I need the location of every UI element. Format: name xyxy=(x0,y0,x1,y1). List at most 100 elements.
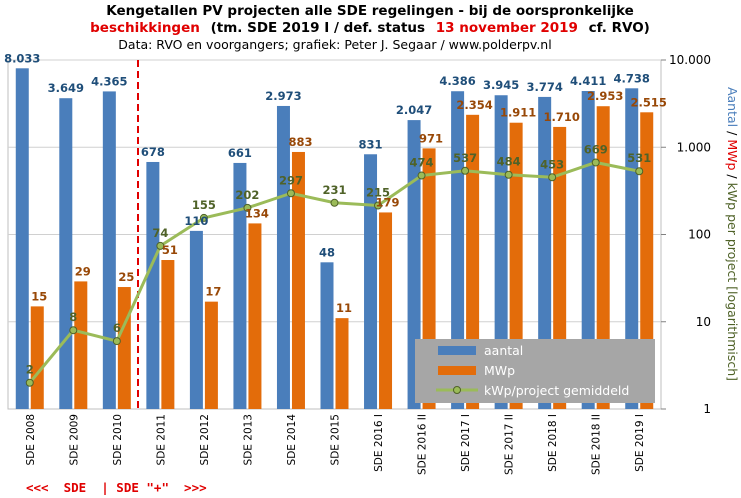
bar-mwp xyxy=(30,306,44,409)
data-label-mwp: 1.911 xyxy=(500,106,536,120)
x-category-label: SDE 2016 II xyxy=(417,414,429,475)
data-label-kwp: 6 xyxy=(113,321,121,335)
kwp-point xyxy=(417,171,426,180)
data-label-mwp: 1.710 xyxy=(543,110,579,124)
bar-mwp xyxy=(74,281,88,409)
x-category-label: SDE 2014 xyxy=(286,414,298,466)
bar-mwp xyxy=(640,112,654,409)
data-label-aantal: 48 xyxy=(319,245,335,259)
bar-aantal xyxy=(59,98,73,410)
bar-mwp xyxy=(509,122,523,409)
data-label-aantal: 4.738 xyxy=(614,71,650,85)
era-label: <<< SDE | SDE "+" >>> xyxy=(26,480,207,495)
data-label-aantal: 2.047 xyxy=(396,103,432,117)
kwp-line-series xyxy=(25,158,644,387)
data-label-aantal: 678 xyxy=(141,145,165,159)
data-label-aantal: 110 xyxy=(184,214,208,228)
y-axis-title: Aantal / MWp / kWp per project [logarith… xyxy=(725,87,740,381)
x-category-label: SDE 2018 II xyxy=(591,414,603,475)
gridlines xyxy=(8,59,661,323)
data-label-kwp: 74 xyxy=(152,226,168,240)
bar-aantal xyxy=(233,162,247,409)
data-label-aantal: 2.973 xyxy=(265,89,301,103)
bars xyxy=(15,68,654,410)
x-category-label: SDE 2009 xyxy=(68,414,80,465)
chart-subtitle: Data: RVO en voorgangers; grafiek: Peter… xyxy=(118,37,551,52)
bar-aantal xyxy=(581,91,595,409)
bar-aantal xyxy=(407,120,421,409)
data-label-kwp: 484 xyxy=(497,155,521,169)
data-label-kwp: 474 xyxy=(410,156,434,170)
x-category-label: SDE 2018 I xyxy=(547,414,559,472)
kwp-point xyxy=(112,337,121,346)
data-label-mwp: 2.354 xyxy=(456,98,492,112)
kwp-point xyxy=(635,167,644,176)
data-label-aantal: 4.411 xyxy=(570,74,606,88)
kwp-point xyxy=(461,166,470,175)
bar-aantal xyxy=(364,154,378,409)
legend-label-kwp: kWp/project gemiddeld xyxy=(484,383,629,398)
y-axis-ticks: 1 10 100 1.000 10.000 xyxy=(661,53,711,416)
data-label-kwp: 8 xyxy=(69,310,77,324)
y-tick-label: 1.000 xyxy=(677,140,711,154)
data-label-aantal: 8.033 xyxy=(4,51,40,65)
bar-mwp xyxy=(466,114,480,410)
kwp-point xyxy=(199,213,208,222)
kwp-point xyxy=(374,201,383,210)
y-tick-label: 1 xyxy=(703,402,711,416)
data-label-mwp: 971 xyxy=(419,131,443,145)
data-label-aantal: 4.386 xyxy=(439,74,475,88)
data-label-kwp: 537 xyxy=(453,151,477,165)
y-axis-title-sep2: / xyxy=(725,174,740,182)
data-label-kwp: 215 xyxy=(366,185,390,199)
data-label-mwp: 15 xyxy=(31,289,47,303)
legend-swatch-kwp-marker xyxy=(453,386,461,394)
data-label-mwp: 11 xyxy=(336,301,352,315)
y-axis-title-kwp: kWp per project [logarithmisch] xyxy=(725,183,740,381)
chart-title-status: (tm. SDE 2019 I / def. status xyxy=(211,20,425,36)
y-tick-label: 10 xyxy=(696,315,711,329)
bar-mwp xyxy=(161,260,175,409)
bar-aantal xyxy=(320,262,334,409)
data-label-mwp: 25 xyxy=(118,270,134,284)
y-tick-label: 10.000 xyxy=(669,53,711,67)
x-category-label: SDE 2008 xyxy=(25,414,37,465)
bar-aantal xyxy=(146,161,160,409)
data-label-aantal: 3.649 xyxy=(48,81,84,95)
y-axis-title-aantal: Aantal xyxy=(725,87,740,127)
legend-label-aantal: aantal xyxy=(484,343,523,358)
data-label-aantal: 4.365 xyxy=(91,74,127,88)
bar-aantal xyxy=(276,105,290,409)
chart-title-source: cf. RVO) xyxy=(589,20,650,36)
x-category-label: SDE 2010 xyxy=(112,414,124,465)
x-category-label: SDE 2013 xyxy=(242,414,254,465)
data-label-mwp: 17 xyxy=(205,285,221,299)
kwp-point xyxy=(286,189,295,198)
data-label-mwp: 2.515 xyxy=(631,95,667,109)
data-label-mwp: 29 xyxy=(75,264,91,278)
chart-title-date: 13 november 2019 xyxy=(436,20,578,36)
bar-mwp xyxy=(335,318,349,409)
legend: aantal MWp kWp/project gemiddeld xyxy=(415,339,655,403)
kwp-point xyxy=(548,173,557,182)
y-tick-label: 100 xyxy=(688,228,711,242)
data-label-aantal: 831 xyxy=(359,137,383,151)
bar-aantal xyxy=(102,91,116,409)
data-label-kwp: 669 xyxy=(584,142,608,156)
data-label-mwp: 134 xyxy=(245,206,269,220)
legend-label-mwp: MWp xyxy=(484,363,515,378)
bar-aantal xyxy=(15,68,29,410)
bar-mwp xyxy=(117,287,131,409)
data-label-kwp: 202 xyxy=(235,188,259,202)
x-category-label: SDE 2017 I xyxy=(460,414,472,472)
bar-mwp xyxy=(248,223,262,409)
data-label-aantal: 3.945 xyxy=(483,78,519,92)
x-category-label: SDE 2019 I xyxy=(634,414,646,472)
legend-swatch-aantal xyxy=(438,346,476,355)
x-category-label: SDE 2016 I xyxy=(373,414,385,472)
bar-mwp xyxy=(379,212,393,409)
data-label-mwp: 883 xyxy=(288,135,312,149)
y-axis-title-mwp: MWp xyxy=(725,139,740,170)
data-label-kwp: 231 xyxy=(322,183,346,197)
data-label-mwp: 51 xyxy=(162,243,178,257)
